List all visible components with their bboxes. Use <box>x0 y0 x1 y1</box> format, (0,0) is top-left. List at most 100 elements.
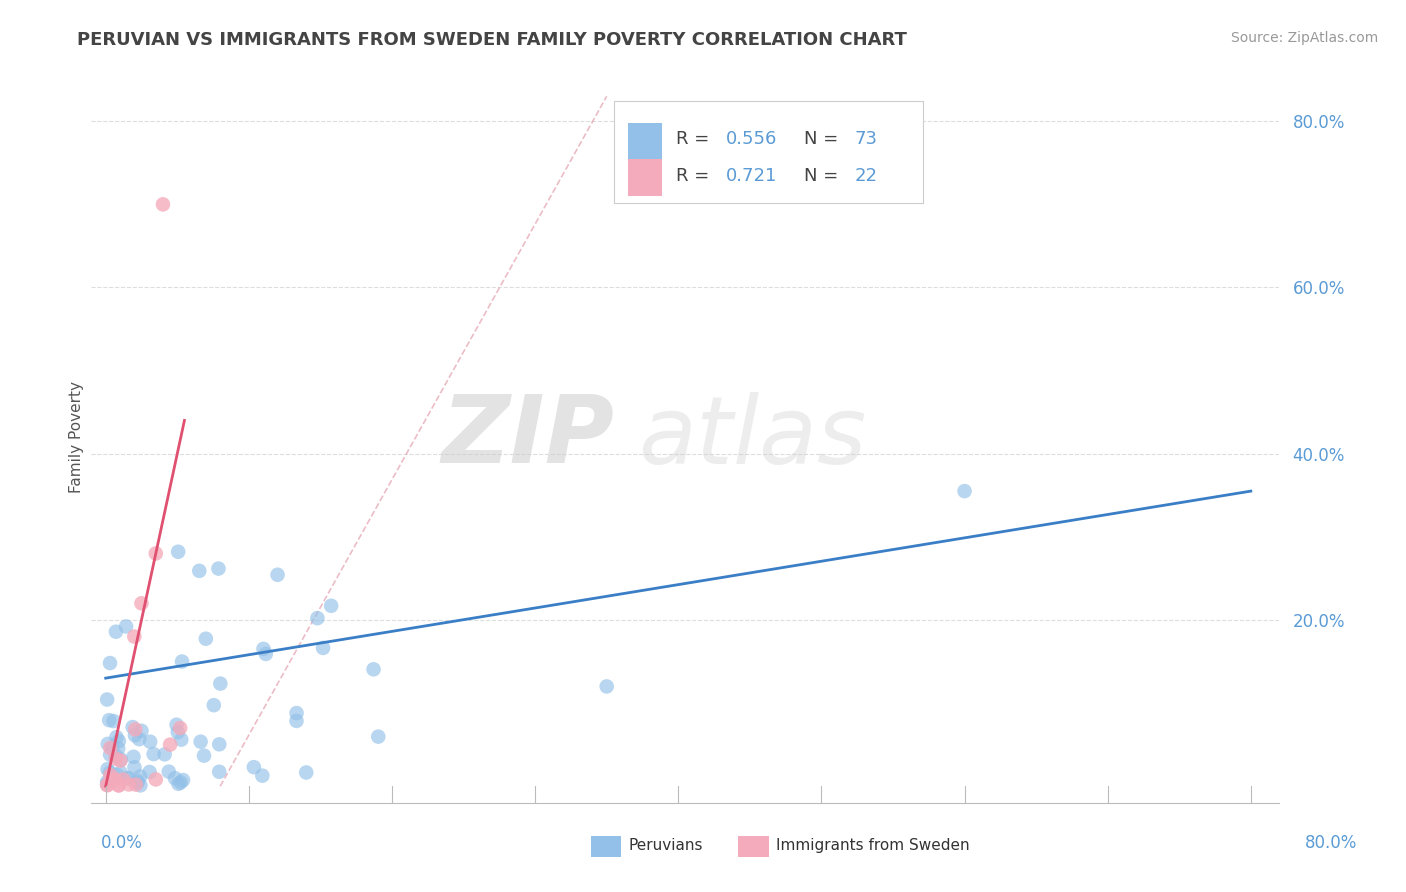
Point <box>166 725 188 739</box>
Point <box>121 720 143 734</box>
Point <box>115 619 138 633</box>
Point <box>953 484 976 499</box>
Point <box>194 632 217 646</box>
Point <box>127 774 149 789</box>
Point <box>167 777 190 791</box>
Point <box>97 778 120 792</box>
Point <box>193 748 215 763</box>
Point <box>96 777 118 791</box>
Point <box>96 778 118 792</box>
Point <box>108 734 131 748</box>
Point <box>312 640 335 655</box>
Point <box>129 769 152 783</box>
Point <box>98 713 121 727</box>
Point <box>101 773 124 788</box>
Point <box>167 545 190 559</box>
Point <box>110 765 132 780</box>
Point <box>145 772 167 787</box>
Point <box>367 730 389 744</box>
Point <box>307 611 329 625</box>
Text: R =: R = <box>676 130 714 148</box>
Point <box>124 630 146 644</box>
Point <box>131 723 153 738</box>
Text: 80.0%: 80.0% <box>1305 834 1357 852</box>
Point <box>96 762 118 776</box>
Point <box>127 775 149 789</box>
Point <box>157 764 180 779</box>
Point <box>131 596 153 610</box>
Point <box>208 764 231 779</box>
Text: 0.0%: 0.0% <box>101 834 143 852</box>
Point <box>172 772 194 787</box>
Point <box>97 737 120 751</box>
Point <box>98 747 121 762</box>
Text: N =: N = <box>804 130 844 148</box>
Point <box>321 599 343 613</box>
Point <box>190 735 212 749</box>
Text: 22: 22 <box>853 167 877 185</box>
Point <box>142 747 165 761</box>
Point <box>145 546 167 560</box>
Point <box>170 732 193 747</box>
Point <box>128 732 150 747</box>
Point <box>122 749 145 764</box>
Point <box>295 765 318 780</box>
Point <box>170 655 193 669</box>
Point <box>104 624 127 639</box>
Point <box>243 760 266 774</box>
Point <box>100 772 122 787</box>
Point <box>103 714 125 728</box>
Text: PERUVIAN VS IMMIGRANTS FROM SWEDEN FAMILY POVERTY CORRELATION CHART: PERUVIAN VS IMMIGRANTS FROM SWEDEN FAMIL… <box>77 31 907 49</box>
Point <box>98 741 121 756</box>
Point <box>107 778 129 792</box>
Point <box>98 768 121 782</box>
Point <box>252 641 274 656</box>
Point <box>107 741 129 756</box>
Point <box>152 197 174 211</box>
Point <box>110 754 132 768</box>
Bar <box>628 159 662 195</box>
Point <box>188 564 211 578</box>
Text: 0.556: 0.556 <box>725 130 778 148</box>
Text: Immigrants from Sweden: Immigrants from Sweden <box>776 838 970 853</box>
Point <box>139 735 162 749</box>
Text: 73: 73 <box>853 130 877 148</box>
Point <box>169 721 191 735</box>
Text: R =: R = <box>676 167 714 185</box>
Point <box>209 676 232 690</box>
Y-axis label: Family Poverty: Family Poverty <box>69 381 84 493</box>
Point <box>117 772 139 786</box>
Point <box>159 738 181 752</box>
Point <box>98 656 121 670</box>
Text: ZIP: ZIP <box>441 391 614 483</box>
Point <box>105 730 128 744</box>
Point <box>104 748 127 763</box>
Text: Peruvians: Peruvians <box>628 838 703 853</box>
Point <box>138 764 160 779</box>
Text: Source: ZipAtlas.com: Source: ZipAtlas.com <box>1230 31 1378 45</box>
Point <box>98 765 121 780</box>
Point <box>166 717 188 731</box>
Point <box>285 714 308 728</box>
Point <box>125 778 148 792</box>
Point <box>163 771 186 785</box>
Point <box>124 723 146 737</box>
Point <box>104 751 127 765</box>
Point <box>105 768 128 782</box>
Point <box>207 561 229 575</box>
Point <box>112 772 135 787</box>
Text: N =: N = <box>804 167 844 185</box>
Text: atlas: atlas <box>638 392 866 483</box>
Point <box>266 567 288 582</box>
Point <box>107 778 129 792</box>
Point <box>363 662 385 676</box>
Point <box>101 740 124 755</box>
Point <box>285 706 308 720</box>
FancyBboxPatch shape <box>614 101 922 203</box>
Point <box>202 698 225 713</box>
Point <box>252 769 274 783</box>
Point <box>596 680 619 694</box>
Point <box>117 771 139 785</box>
Point <box>124 760 146 774</box>
Bar <box>628 122 662 159</box>
